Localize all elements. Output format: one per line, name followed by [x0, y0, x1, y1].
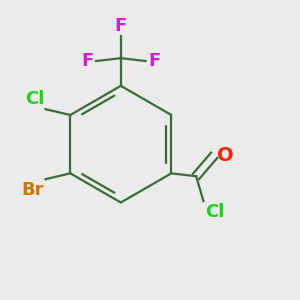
Text: F: F — [115, 17, 127, 35]
Text: Br: Br — [22, 181, 44, 199]
Text: Cl: Cl — [205, 203, 224, 221]
Text: F: F — [148, 52, 161, 70]
Text: Cl: Cl — [25, 90, 44, 108]
Text: F: F — [81, 52, 93, 70]
Text: O: O — [217, 146, 233, 165]
